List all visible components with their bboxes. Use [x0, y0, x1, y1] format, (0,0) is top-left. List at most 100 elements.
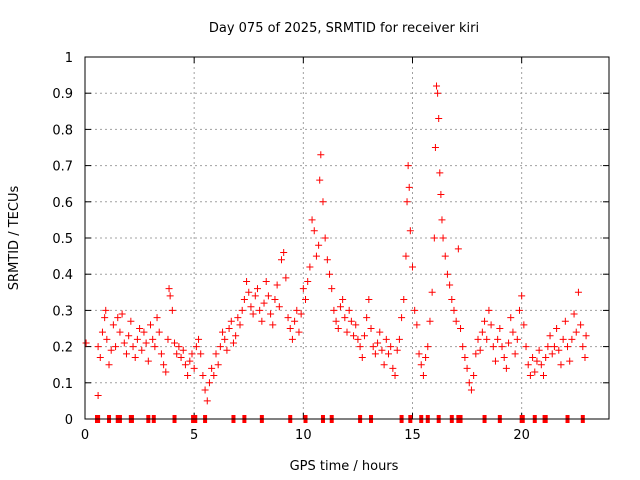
- data-point: [214, 361, 222, 369]
- data-point: [280, 248, 288, 256]
- data-point: [546, 332, 554, 340]
- data-point: [240, 296, 248, 304]
- data-point: [520, 321, 528, 329]
- data-point: [443, 270, 451, 278]
- data-point: [232, 332, 240, 340]
- data-point: [302, 296, 310, 304]
- data-point: [173, 350, 181, 358]
- data-point: [476, 346, 484, 354]
- data-point: [470, 372, 478, 380]
- data-point: [438, 216, 446, 224]
- data-point: [129, 343, 137, 351]
- data-point: [212, 350, 220, 358]
- y-tick-label: 0.8: [52, 123, 73, 138]
- data-point: [352, 321, 360, 329]
- data-point: [310, 227, 318, 235]
- data-point: [434, 89, 442, 97]
- data-point: [155, 328, 163, 336]
- data-point: [403, 198, 411, 206]
- data-point: [127, 317, 135, 325]
- data-point: [441, 252, 449, 260]
- data-point: [555, 346, 563, 354]
- data-point: [582, 332, 590, 340]
- data-point: [398, 314, 406, 322]
- data-point: [205, 379, 213, 387]
- data-point: [500, 353, 508, 361]
- data-point: [177, 353, 185, 361]
- data-point: [535, 346, 543, 354]
- data-point: [102, 306, 110, 314]
- data-point: [540, 372, 547, 380]
- data-point: [181, 361, 189, 369]
- data-point: [343, 328, 351, 336]
- data-point: [356, 343, 364, 351]
- data-point: [234, 314, 242, 322]
- data-point: [415, 350, 423, 358]
- data-point: [336, 303, 344, 311]
- data-point: [371, 350, 379, 358]
- data-point: [384, 350, 392, 358]
- data-point: [526, 372, 534, 380]
- chart-title: Day 075 of 2025, SRMTID for receiver kir…: [209, 21, 479, 36]
- data-point: [210, 372, 218, 380]
- data-point: [559, 335, 567, 343]
- data-point: [308, 216, 316, 224]
- ticks-layer: 00.10.20.30.40.50.60.70.80.910 5 10 15 20: [52, 51, 609, 443]
- data-point: [249, 310, 257, 318]
- data-point: [467, 386, 475, 394]
- data-point: [435, 115, 443, 123]
- data-point: [494, 335, 502, 343]
- data-point: [238, 306, 246, 314]
- data-point: [122, 350, 130, 358]
- data-point: [507, 314, 515, 322]
- data-point: [489, 343, 497, 351]
- data-point: [522, 343, 530, 351]
- data-point: [574, 288, 582, 296]
- data-point: [579, 343, 587, 351]
- data-point: [245, 288, 253, 296]
- data-point: [221, 335, 229, 343]
- data-point: [389, 364, 397, 372]
- data-point: [387, 343, 395, 351]
- data-point: [411, 306, 419, 314]
- data-point: [216, 343, 224, 351]
- data-point: [192, 343, 200, 351]
- data-point: [116, 328, 124, 336]
- data-point: [149, 335, 157, 343]
- data-point: [109, 321, 117, 329]
- data-point: [380, 361, 388, 369]
- data-point: [168, 306, 176, 314]
- y-tick-label: 0.6: [52, 196, 73, 211]
- data-point: [461, 353, 469, 361]
- data-point: [483, 335, 491, 343]
- data-point: [360, 332, 368, 340]
- data-point: [395, 335, 403, 343]
- data-point: [278, 256, 285, 264]
- data-point: [347, 317, 355, 325]
- data-point: [448, 296, 456, 304]
- data-point: [459, 343, 467, 351]
- data-point: [450, 306, 458, 314]
- x-tick-label: 10: [295, 428, 312, 443]
- data-point: [330, 306, 338, 314]
- data-point: [566, 357, 574, 365]
- data-point: [568, 335, 576, 343]
- data-point: [258, 317, 266, 325]
- data-point: [171, 339, 179, 347]
- data-point: [184, 372, 192, 380]
- data-point: [94, 391, 102, 399]
- data-point: [328, 285, 336, 293]
- data-point: [315, 241, 323, 249]
- data-point: [502, 364, 510, 372]
- y-tick-label: 0.2: [52, 341, 73, 356]
- data-point: [208, 364, 216, 372]
- data-point: [334, 325, 342, 332]
- data-point: [487, 321, 495, 329]
- data-point: [125, 332, 133, 340]
- data-point: [140, 328, 148, 336]
- data-point: [316, 176, 324, 184]
- data-point: [431, 144, 439, 151]
- data-point: [197, 350, 205, 358]
- data-point: [422, 353, 430, 361]
- x-axis-label: GPS time / hours: [290, 459, 399, 474]
